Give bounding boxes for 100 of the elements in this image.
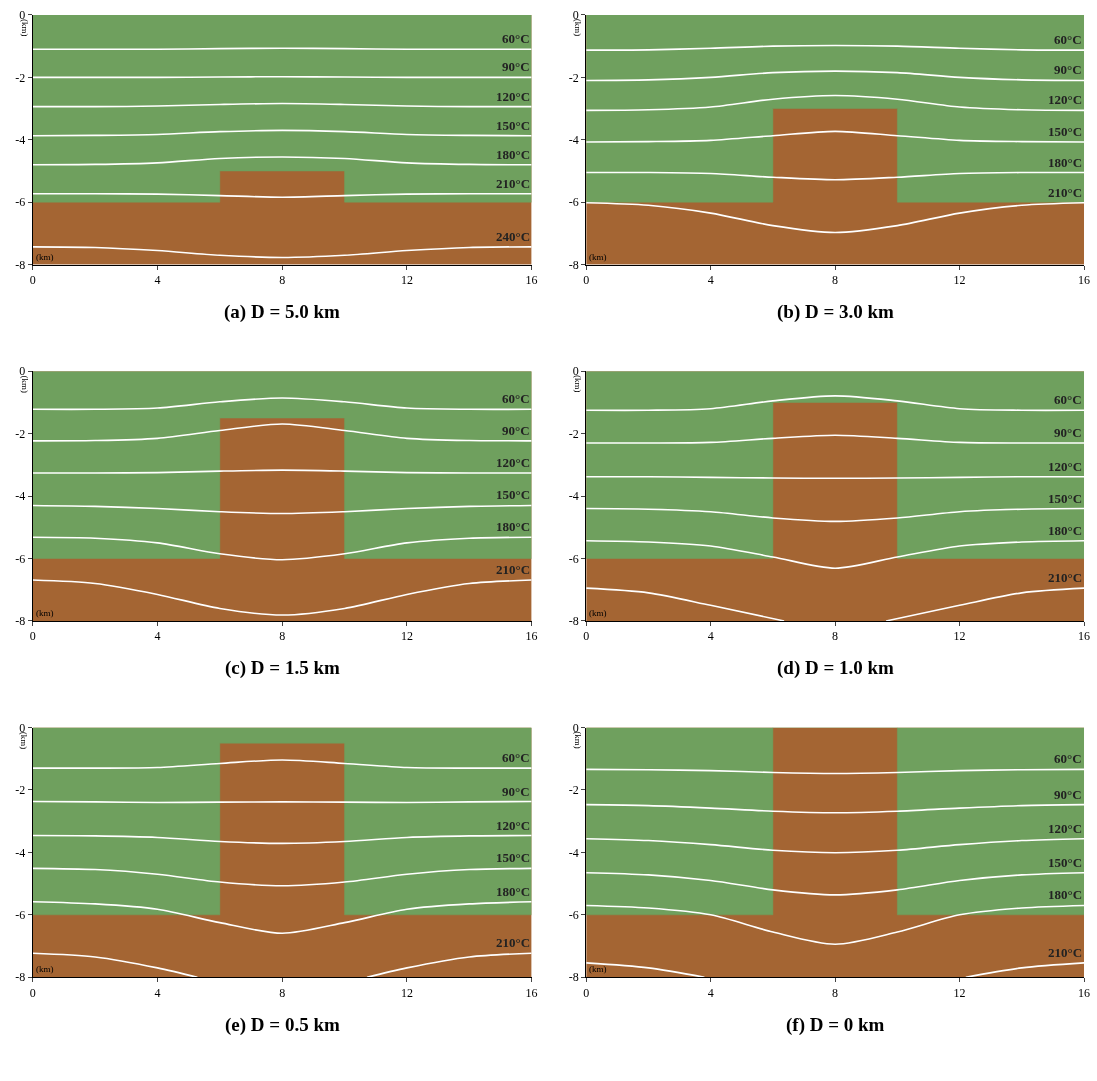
x-axis-title: (km) — [36, 608, 54, 618]
y-axis-title: (km) — [19, 375, 30, 393]
line-series — [32, 397, 532, 411]
x-tick-label: 8 — [832, 629, 839, 644]
line-series — [586, 395, 1085, 412]
y-tick-label: -4 — [568, 132, 579, 147]
x-tick-label: 12 — [400, 629, 413, 644]
x-tick-label: 12 — [400, 985, 413, 1000]
x-tick-label: 4 — [707, 273, 714, 288]
x-axis-title: (km) — [36, 252, 54, 262]
x-axis-title: (km) — [589, 252, 607, 262]
series-label: 90°C — [1054, 62, 1082, 77]
series-label: 180°C — [1048, 155, 1083, 170]
series-label: 180°C — [496, 147, 531, 162]
series-label: 150°C — [1048, 124, 1083, 139]
y-axis-title: (km) — [572, 731, 583, 749]
y-tick-label: -4 — [568, 845, 579, 860]
line-series — [32, 867, 532, 887]
y-tick-label: -4 — [15, 845, 26, 860]
series-label: 60°C — [502, 750, 530, 765]
line-series — [586, 202, 1085, 234]
series-label: 150°C — [1048, 855, 1083, 870]
line-series — [586, 904, 1085, 945]
x-axis-title: (km) — [589, 964, 607, 974]
series-label: 210°C — [496, 935, 531, 950]
series-label: 210°C — [1048, 945, 1083, 960]
y-axis-title: (km) — [573, 375, 584, 393]
x-tick-label: 0 — [29, 629, 36, 644]
line-series — [586, 507, 1085, 523]
text: (c) D = 1.5 km — [225, 657, 340, 679]
line-series — [586, 837, 1085, 854]
y-tick-label: -6 — [568, 551, 579, 566]
series-label: 60°C — [1054, 392, 1082, 407]
x-tick-label: 4 — [707, 629, 714, 644]
x-tick-label: 16 — [1078, 985, 1091, 1000]
x-axis-title: (km) — [589, 608, 607, 618]
x-tick-label: 4 — [154, 985, 161, 1000]
series-label: 120°C — [496, 455, 531, 470]
x-tick-label: 4 — [707, 985, 714, 1000]
line-series — [586, 803, 1085, 814]
series-label: 150°C — [496, 118, 531, 133]
y-tick-label: -6 — [15, 908, 26, 923]
series-label: 90°C — [502, 784, 530, 799]
text: (a) D = 5.0 km — [224, 301, 341, 323]
y-tick-label: -2 — [568, 70, 579, 85]
text: (d) D = 1.0 km — [777, 657, 895, 679]
series-label: 90°C — [502, 423, 530, 438]
x-tick-label: 16 — [525, 273, 538, 288]
series-label: 120°C — [1048, 821, 1083, 836]
x-tick-label: 16 — [1078, 629, 1091, 644]
x-tick-label: 8 — [279, 985, 286, 1000]
y-tick-label: -8 — [15, 970, 26, 985]
y-axis-title: (km) — [19, 731, 30, 750]
series-label: 180°C — [1048, 887, 1083, 902]
y-tick-label: -6 — [568, 908, 579, 923]
y-axis-title: (km) — [573, 18, 584, 37]
x-axis-title: (km) — [36, 964, 54, 974]
series-label: 120°C — [496, 818, 531, 833]
x-tick-label: 12 — [953, 985, 966, 1000]
series-label: 210°C — [496, 176, 531, 191]
line-series — [586, 94, 1085, 112]
y-tick-label: -2 — [568, 426, 579, 441]
line-series — [586, 539, 1085, 569]
x-tick-label: 16 — [1078, 273, 1091, 288]
y-tick-label: -6 — [15, 551, 26, 566]
line-series — [586, 130, 1085, 143]
series-label: 240°C — [496, 229, 531, 244]
series-label: 90°C — [1054, 425, 1082, 440]
x-tick-label: 0 — [583, 273, 590, 288]
y-tick-label: -8 — [568, 257, 579, 272]
series-label: 150°C — [496, 850, 531, 865]
line-series — [32, 536, 532, 561]
series-label: 60°C — [1054, 751, 1082, 766]
series-label: 120°C — [1048, 92, 1083, 107]
y-tick-label: -2 — [568, 783, 579, 798]
y-tick-label: -2 — [15, 70, 26, 85]
x-tick-label: 8 — [832, 985, 839, 1000]
series-label: 150°C — [1048, 491, 1083, 506]
series-label: 120°C — [1048, 459, 1083, 474]
series-label: 120°C — [496, 89, 531, 104]
x-tick-label: 0 — [583, 629, 590, 644]
y-tick-label: -8 — [15, 257, 26, 272]
series-label: 60°C — [502, 31, 530, 46]
line-series — [32, 423, 532, 442]
y-tick-label: -6 — [15, 195, 26, 210]
y-tick-label: -6 — [568, 195, 579, 210]
series-label: 180°C — [1048, 523, 1083, 538]
text: (f) D = 0 km — [786, 1014, 885, 1036]
x-tick-label: 12 — [953, 629, 966, 644]
y-tick-label: -2 — [15, 783, 26, 798]
x-tick-label: 8 — [832, 273, 839, 288]
line-series — [32, 504, 532, 515]
x-tick-label: 4 — [154, 273, 161, 288]
x-tick-label: 0 — [29, 985, 36, 1000]
series-label: 180°C — [496, 519, 531, 534]
x-tick-label: 0 — [29, 273, 36, 288]
y-tick-label: -4 — [568, 489, 579, 504]
x-tick-label: 16 — [525, 985, 538, 1000]
y-tick-label: -2 — [15, 426, 26, 441]
x-tick-label: 8 — [279, 629, 286, 644]
